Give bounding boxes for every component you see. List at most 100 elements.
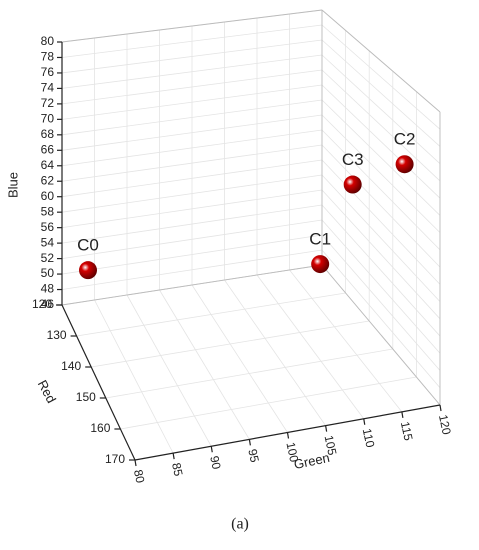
grid-line	[321, 234, 441, 371]
grid-line	[321, 219, 441, 354]
y-tick-label: 120	[32, 297, 52, 311]
point-label: C2	[394, 130, 416, 149]
z-tick-label: 64	[41, 158, 55, 172]
x-tick-label: 80	[131, 468, 148, 484]
grid-line	[76, 292, 346, 337]
point-label: C1	[309, 230, 331, 249]
z-tick-label: 52	[41, 251, 55, 265]
grid-line	[321, 144, 441, 268]
grid-line	[224, 279, 326, 426]
x-tick-label: 100	[283, 441, 301, 464]
point	[395, 155, 414, 174]
x-tick	[325, 425, 328, 432]
x-tick	[401, 411, 404, 418]
x-tick-label: 85	[169, 461, 186, 477]
z-tick-label: 74	[41, 81, 55, 95]
grid-line	[61, 69, 323, 105]
grid-line	[321, 174, 441, 302]
x-tick	[286, 432, 290, 439]
grid-line	[61, 204, 323, 244]
grid-line	[321, 84, 441, 199]
x-tick-label: 120	[436, 413, 454, 436]
z-tick-label: 50	[41, 266, 55, 280]
x-tick	[134, 459, 137, 467]
z-tick-label: 70	[41, 112, 55, 126]
grid-line	[321, 39, 441, 147]
grid-line	[61, 114, 323, 151]
z-tick-label: 80	[41, 34, 55, 48]
grid-line	[61, 159, 323, 198]
point	[343, 175, 362, 194]
grid-line	[321, 249, 441, 389]
x-tick	[248, 439, 251, 446]
z-tick-label: 72	[41, 96, 55, 110]
y-tick-label: 170	[105, 452, 125, 466]
x-tick-label: 95	[245, 448, 262, 464]
x-tick-label: 105	[322, 434, 340, 457]
z-axis-title: Blue	[5, 172, 20, 198]
y-axis-title: Red	[35, 377, 59, 405]
box-edge	[61, 264, 323, 306]
z-tick-label: 76	[41, 65, 55, 79]
grid-line	[61, 234, 323, 275]
grid-line	[321, 204, 441, 337]
grid-line	[321, 54, 441, 165]
grid-line	[321, 159, 441, 285]
z-tick-label: 68	[41, 127, 55, 141]
grid-line	[61, 99, 323, 136]
grid-line	[61, 54, 323, 89]
grid-line	[61, 249, 323, 290]
x-tick-label: 110	[360, 427, 378, 449]
point	[311, 255, 330, 274]
grid-line	[289, 269, 403, 413]
grid-line	[321, 129, 441, 251]
y-axis-line	[61, 304, 136, 461]
grid-line	[61, 174, 323, 213]
z-tick-label: 54	[41, 235, 55, 249]
grid-line	[94, 299, 174, 454]
z-tick-label: 66	[41, 142, 55, 156]
z-tick-label: 58	[41, 204, 55, 218]
x-tick	[439, 404, 442, 412]
grid-line	[105, 348, 393, 399]
box-edge	[61, 9, 323, 43]
grid-line	[256, 274, 365, 419]
grid-line	[321, 99, 441, 216]
x-tick	[210, 446, 213, 453]
caption: (a)	[231, 516, 249, 533]
z-tick-label: 56	[41, 220, 55, 234]
grid-line	[159, 289, 250, 440]
grid-line	[61, 129, 323, 167]
grid-line	[120, 376, 417, 430]
grid-line	[191, 284, 288, 433]
grid-line	[61, 84, 323, 120]
grid-line	[61, 144, 323, 182]
y-tick-label: 140	[61, 359, 81, 373]
grid-line	[126, 294, 212, 447]
box-edge	[321, 9, 441, 113]
y-tick-label: 150	[76, 390, 96, 404]
grid-line	[91, 320, 370, 368]
z-tick-label: 60	[41, 189, 55, 203]
x-tick	[172, 453, 175, 460]
grid-line	[61, 219, 323, 259]
grid-line	[321, 24, 441, 130]
x-tick	[363, 418, 366, 425]
box-edge	[321, 264, 441, 406]
grid-line	[321, 114, 441, 233]
y-tick-label: 160	[90, 421, 110, 435]
y-tick-label: 130	[47, 328, 67, 342]
point	[79, 261, 97, 280]
z-tick-label: 46	[41, 297, 55, 311]
point-label: C0	[77, 236, 99, 255]
x-tick-label: 115	[398, 420, 416, 442]
point-label: C3	[342, 150, 364, 169]
grid-line	[321, 69, 441, 182]
grid-line	[61, 39, 323, 74]
grid-line	[321, 189, 441, 320]
z-tick-label: 62	[41, 173, 55, 187]
x-tick-label: 90	[207, 455, 224, 471]
grid-line	[61, 24, 323, 58]
grid-line	[61, 189, 323, 229]
